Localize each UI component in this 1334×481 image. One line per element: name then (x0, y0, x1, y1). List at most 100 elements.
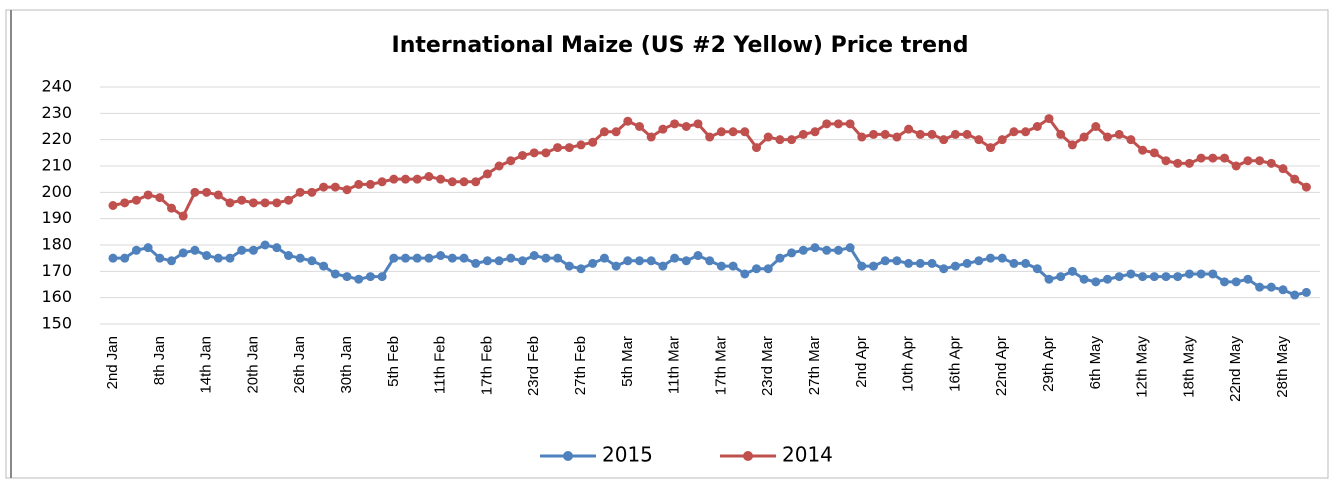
x-tick-label: 5th Feb (385, 336, 402, 387)
data-point (178, 248, 188, 258)
data-point (377, 272, 387, 282)
data-point (763, 132, 773, 142)
data-point (307, 187, 317, 197)
data-point (1173, 158, 1183, 168)
x-tick-label: 30th Jan (338, 336, 355, 394)
data-point (869, 129, 878, 139)
data-point (412, 253, 422, 263)
data-point (635, 256, 644, 266)
data-point (728, 261, 738, 271)
data-point (1149, 148, 1159, 158)
legend-label: 2014 (782, 443, 833, 467)
data-point (1255, 156, 1265, 166)
data-point (950, 261, 960, 271)
data-point (1021, 258, 1031, 268)
data-point (459, 177, 469, 187)
data-point (482, 169, 492, 179)
data-point (1032, 264, 1042, 274)
data-point (1138, 272, 1148, 282)
data-point (693, 119, 703, 129)
data-point (880, 129, 890, 139)
chart-frame (5, 9, 1329, 479)
data-point (798, 245, 808, 255)
data-point (1266, 158, 1276, 168)
x-tick-label: 18th May (1180, 336, 1197, 398)
data-point (1161, 156, 1171, 166)
data-point (681, 122, 691, 131)
data-point (904, 124, 914, 134)
data-point (120, 253, 130, 263)
data-point (740, 127, 750, 137)
data-point (1103, 132, 1112, 142)
data-point (436, 174, 446, 184)
data-point (1278, 285, 1288, 295)
data-point (365, 179, 375, 189)
x-tick-label: 10th Apr (900, 336, 917, 392)
data-point (1220, 277, 1229, 287)
data-point (190, 187, 200, 197)
data-point (599, 127, 609, 137)
data-point (1009, 258, 1019, 268)
data-point (599, 253, 609, 263)
data-point (1067, 266, 1077, 276)
data-point (1091, 122, 1101, 131)
data-point (155, 193, 165, 203)
data-point (810, 243, 820, 253)
data-point (705, 256, 715, 266)
x-tick-label: 8th Jan (151, 336, 168, 385)
data-point (436, 251, 446, 261)
x-tick-label: 17th Feb (478, 336, 495, 395)
data-point (950, 129, 960, 139)
data-point (611, 127, 621, 137)
data-point (553, 253, 563, 263)
x-tick-label: 26th Jan (291, 336, 308, 394)
data-point (1173, 272, 1183, 282)
data-point (401, 253, 410, 263)
data-point (997, 135, 1007, 145)
x-tick-label: 14th Jan (198, 336, 215, 394)
x-tick-label: 6th May (1087, 336, 1104, 390)
data-point (1208, 269, 1218, 279)
data-point (1079, 132, 1089, 142)
data-point (1009, 127, 1019, 137)
data-point (576, 264, 586, 274)
data-point (892, 256, 902, 266)
y-tick-label: 150 (41, 314, 72, 333)
data-point (424, 253, 434, 263)
legend-marker (743, 451, 753, 461)
data-point (997, 253, 1007, 263)
data-point (775, 135, 785, 145)
data-point (763, 264, 773, 274)
data-point (1032, 122, 1042, 131)
data-point (1290, 290, 1300, 300)
data-point (1103, 274, 1112, 284)
data-point (1056, 129, 1066, 139)
data-point (658, 261, 668, 271)
data-point (354, 274, 364, 284)
data-point (1231, 277, 1241, 287)
data-point (167, 203, 176, 213)
x-tick-label: 27th Feb (572, 336, 589, 395)
y-tick-label: 190 (41, 208, 72, 227)
data-point (716, 261, 726, 271)
data-point (1114, 129, 1124, 139)
data-point (365, 272, 375, 282)
data-point (1301, 287, 1311, 297)
x-tick-label: 2nd Apr (853, 336, 870, 388)
x-tick-label: 23rd Feb (525, 336, 542, 396)
data-point (564, 261, 574, 271)
data-point (529, 251, 539, 261)
data-point (272, 198, 282, 208)
data-point (1243, 274, 1253, 284)
data-point (202, 187, 212, 197)
data-point (1067, 140, 1077, 150)
data-point (658, 124, 668, 134)
data-point (518, 256, 527, 266)
data-point (693, 251, 703, 261)
x-tick-label: 12th May (1134, 336, 1151, 398)
data-point (1184, 158, 1194, 168)
data-point (845, 243, 855, 253)
data-point (1138, 145, 1148, 155)
data-point (670, 253, 680, 263)
